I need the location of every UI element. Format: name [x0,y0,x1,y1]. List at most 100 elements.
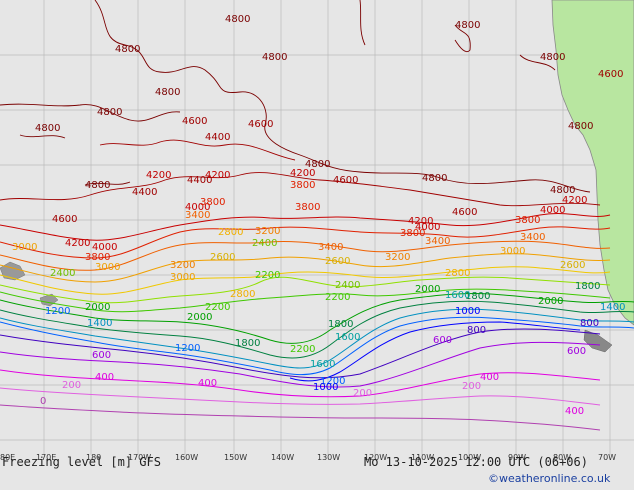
label-3200: 3200 [255,226,280,237]
contour-1400 [0,308,634,369]
label-1600: 1600 [310,359,335,370]
contour-2400 [0,276,611,304]
label-600: 600 [433,335,452,346]
label-3800: 3800 [200,197,225,208]
label-3200: 3200 [385,252,410,263]
label-2000: 2000 [85,302,110,313]
label-3200: 3200 [170,260,195,271]
label-4200: 4200 [65,238,90,249]
label-2200: 2200 [255,270,280,281]
label-1800: 1800 [328,319,353,330]
label-3800: 3800 [295,202,320,213]
label-3400: 3400 [425,236,450,247]
label-2000: 2000 [415,284,440,295]
label-800: 800 [467,325,486,336]
label-4800: 4800 [155,87,180,98]
lon-tick: 170W [128,453,151,462]
label-3800: 3800 [290,180,315,191]
label-4000: 4000 [540,205,565,216]
label-1800: 1800 [465,291,490,302]
map-title: Freezing level [m] GFS [2,455,161,469]
label-1800: 1800 [235,338,260,349]
label-3000: 3000 [95,262,120,273]
label-2200: 2200 [290,344,315,355]
contour-labels: 4800 4800 4800 4800 4800 4800 4800 4800 … [12,14,625,417]
label-4400: 4400 [205,132,230,143]
label-4000: 4000 [92,242,117,253]
lon-tick: 80E [0,453,15,462]
label-1800: 1800 [575,281,600,292]
label-3400: 3400 [318,242,343,253]
label-2000: 2000 [187,312,212,323]
label-4800: 4800 [422,173,447,184]
label-2200: 2200 [325,292,350,303]
contour-4000 [0,213,611,241]
longitude-axis: 80E 170E 180 170W 160W 150W 140W 130W 12… [0,453,616,462]
label-2800: 2800 [218,227,243,238]
label-4800: 4800 [85,180,110,191]
contour-1200 [0,316,634,376]
label-4200: 4200 [205,170,230,181]
label-200: 200 [62,380,81,391]
label-1600: 1600 [445,290,470,301]
lon-tick: 70W [598,453,616,462]
label-1000: 1000 [313,382,338,393]
lon-tick: 140W [271,453,294,462]
contour-2000 [0,292,634,344]
label-2400: 2400 [335,280,360,291]
label-3800: 3800 [85,252,110,263]
label-400: 400 [95,372,114,383]
contour-2600 [0,266,611,295]
label-1600: 1600 [335,332,360,343]
label-1000: 1000 [455,306,480,317]
label-2600: 2600 [325,256,350,267]
label-1400: 1400 [87,318,112,329]
lon-tick: 160W [175,453,198,462]
label-4800: 4800 [568,121,593,132]
label-2600: 2600 [210,252,235,263]
contour-800 [0,328,601,379]
label-2000: 2000 [538,296,563,307]
label-4200: 4200 [408,216,433,227]
lon-tick: 90W [508,453,526,462]
label-4600: 4600 [598,69,623,80]
label-2200: 2200 [205,302,230,313]
credit-link[interactable]: ©weatheronline.co.uk [488,472,611,485]
south-america-land [551,0,634,326]
label-2600: 2600 [560,260,585,271]
contour-1000 [289,321,581,382]
label-2400: 2400 [252,238,277,249]
label-400: 400 [480,372,499,383]
lon-tick: 130W [317,453,340,462]
label-3000: 3000 [170,272,195,283]
tierra-del-fuego [583,329,613,353]
label-2400: 2400 [50,268,75,279]
label-1200: 1200 [175,343,200,354]
label-0: 0 [40,396,46,407]
label-4800: 4800 [455,20,480,31]
label-2800: 2800 [230,289,255,300]
grid-lines [0,0,634,455]
contour-3400 [0,240,611,271]
lon-tick: 120W [364,453,387,462]
lon-tick: 150W [224,453,247,462]
label-4800: 4800 [97,107,122,118]
contour-4600-4200 [0,139,601,207]
label-3000: 3000 [12,242,37,253]
label-1200: 1200 [320,376,345,387]
label-4600: 4600 [52,214,77,225]
label-800: 800 [580,318,599,329]
lon-tick: 110W [411,453,434,462]
label-600: 600 [567,346,586,357]
label-4200: 4200 [562,195,587,206]
contour-1800 [0,300,634,359]
contour-2200 [0,288,611,313]
contour-200 [0,387,601,406]
label-1400: 1400 [600,302,625,313]
label-4600: 4600 [333,175,358,186]
contour-3800 [0,226,611,259]
label-4400: 4400 [132,187,157,198]
label-200: 200 [353,388,372,399]
label-4200: 4200 [290,168,315,179]
